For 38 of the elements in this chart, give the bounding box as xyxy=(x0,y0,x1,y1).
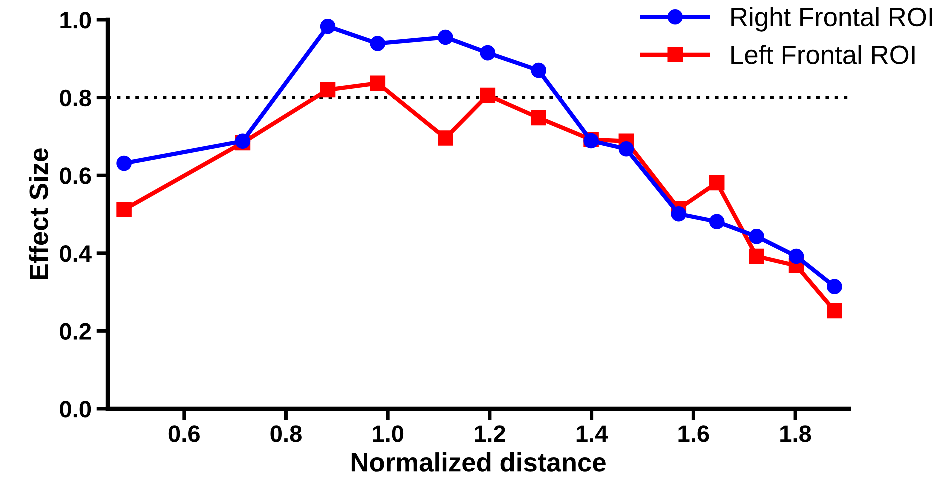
y-tick-label: 0.0 xyxy=(60,401,92,418)
point xyxy=(320,82,336,98)
y-axis-title: Effect Size xyxy=(29,148,48,280)
point xyxy=(531,110,546,126)
point xyxy=(320,18,336,34)
point xyxy=(749,229,764,244)
point xyxy=(749,248,764,264)
y-tick-label: 0.6 xyxy=(60,168,92,184)
point xyxy=(480,45,496,61)
point xyxy=(827,303,842,319)
x-tick-label: 1.2 xyxy=(475,426,506,442)
point xyxy=(827,279,842,294)
x-tick-label: 1.0 xyxy=(373,426,404,442)
y-tick-label: 0.2 xyxy=(60,323,92,340)
legend-label: Left Frontal ROI xyxy=(732,45,915,64)
point xyxy=(709,175,725,191)
y-tick-label: 0.8 xyxy=(60,90,92,107)
point xyxy=(370,76,386,92)
x-tick-label: 1.8 xyxy=(780,426,812,442)
point xyxy=(438,130,454,146)
x-tick-label: 1.4 xyxy=(576,426,608,442)
x-tick-label: 1.6 xyxy=(678,426,710,442)
y-tick-label: 1.0 xyxy=(60,12,92,29)
point xyxy=(709,214,725,230)
legend-label: Right Frontal ROI xyxy=(732,7,932,32)
point xyxy=(671,206,687,222)
point xyxy=(370,36,386,52)
x-axis-title: Normalized distance xyxy=(352,452,606,472)
point xyxy=(438,30,454,46)
point xyxy=(116,202,132,218)
point xyxy=(788,248,804,264)
point xyxy=(618,142,634,157)
y-tick-label: 0.4 xyxy=(60,245,92,262)
point xyxy=(116,156,132,172)
point xyxy=(480,88,496,104)
x-tick-label: 0.6 xyxy=(168,426,200,442)
x-tick-label: 0.8 xyxy=(270,426,302,442)
point xyxy=(531,62,546,78)
